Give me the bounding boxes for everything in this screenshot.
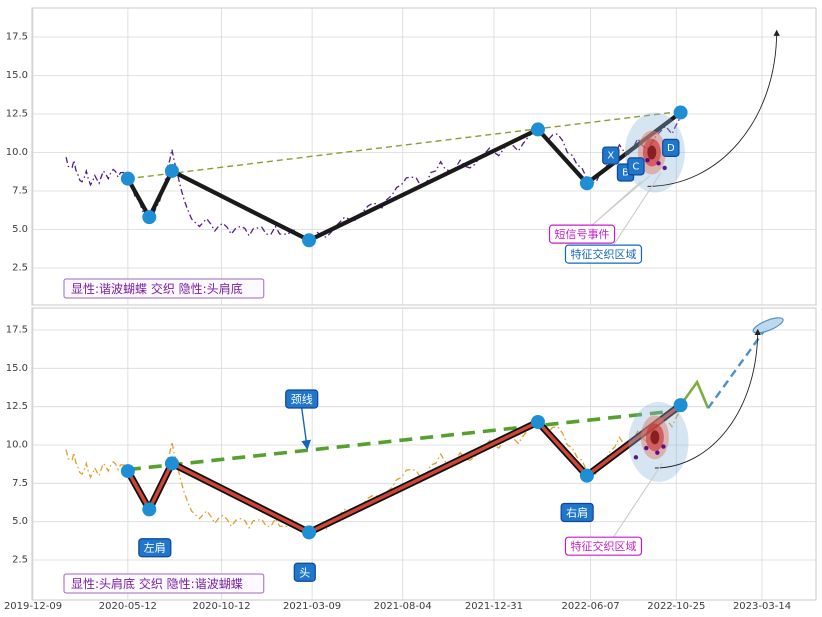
pattern-label: 右肩: [560, 502, 594, 523]
annotation-blue: 特征交织区域: [564, 244, 643, 264]
annotation-magenta: 短信号事件: [548, 224, 616, 244]
scatter-dot: [656, 161, 661, 166]
label-box: [627, 157, 645, 176]
caption-box: [63, 278, 265, 299]
highlight-red-core: [650, 430, 660, 445]
projection-zigzag: [679, 379, 710, 409]
y-tick-label: 5.0: [12, 516, 28, 527]
label-text: X: [607, 151, 614, 162]
caption-box: [63, 573, 265, 594]
pattern-point: [142, 502, 157, 517]
scatter-dot: [645, 158, 650, 163]
x-axis-labels: 2019-12-09 2020-05-12 2020-10-12 2021-03-09…: [4, 601, 791, 612]
price-line: [65, 112, 684, 241]
pattern-label: 头: [293, 562, 316, 582]
trajectory-arrow: [647, 29, 780, 187]
caption-text: 显性:头肩底 交织 隐性:谐波蝴蝶: [71, 576, 243, 591]
trajectory-arrow: [654, 328, 761, 469]
x-tick-label: 2022-10-25: [647, 601, 705, 612]
trendline: [127, 110, 685, 180]
x-tick-label: 2020-10-12: [192, 601, 250, 612]
label-text: 特征交织区域: [570, 247, 636, 261]
label-text: 短信号事件: [555, 227, 610, 241]
point-label-D: D: [662, 138, 680, 157]
point-label-X: X: [602, 146, 620, 165]
y-tick-label: 17.5: [6, 32, 28, 43]
caption-top: 显性:谐波蝴蝶 交织 隐性:头肩底: [63, 278, 265, 299]
label-box: [138, 538, 172, 558]
scatter-dot: [661, 444, 666, 449]
caption-text: 显性:谐波蝴蝶 交织 隐性:头肩底: [71, 281, 243, 296]
label-text: C: [632, 161, 639, 172]
pattern-point: [302, 525, 317, 540]
scatter-dot: [662, 165, 667, 171]
label-box: [564, 244, 643, 264]
label-box: [662, 138, 680, 157]
y-tick-label: 2.5: [12, 555, 28, 566]
neckline-arrow: [301, 407, 312, 451]
scatter-dot: [655, 450, 660, 455]
y-tick-label: 7.5: [12, 186, 28, 197]
x-tick-label: 2023-03-14: [733, 601, 791, 612]
pattern-point: [530, 415, 545, 429]
pattern-point: [530, 122, 545, 137]
neckline-label: 颈线: [285, 389, 319, 409]
y-tick-label: 12.5: [6, 401, 28, 412]
scatter-dot: [633, 455, 639, 460]
label-box: [548, 224, 616, 244]
x-tick-label: 2022-06-07: [562, 601, 620, 612]
y-tick-label: 7.5: [12, 478, 28, 489]
y-tick-label: 10.0: [6, 440, 28, 451]
label-text: 头: [299, 566, 310, 579]
y-tick-label: 17.5: [6, 325, 28, 336]
panel-border: [31, 7, 817, 306]
x-tick-label: 2021-08-04: [374, 601, 432, 612]
label-text: 左肩: [144, 541, 166, 555]
pattern-point: [673, 105, 688, 120]
caption-bottom: 显性:头肩底 交织 隐性:谐波蝴蝶: [63, 573, 265, 594]
neckline: [127, 407, 687, 472]
annotation-magenta: 特征交织区域: [564, 536, 643, 556]
pattern-point: [673, 398, 688, 413]
y-tick-label: 10.0: [6, 147, 28, 158]
pattern-point: [302, 233, 317, 248]
scatter-dot: [644, 445, 649, 451]
annotation-connector: [591, 175, 651, 226]
x-tick-label: 2020-05-12: [99, 601, 157, 612]
pattern-point: [120, 464, 135, 479]
point-label-C: C: [627, 157, 645, 176]
pattern-label: 左肩: [138, 538, 172, 558]
label-box: [560, 502, 594, 523]
x-tick-label: 2021-03-09: [283, 601, 341, 612]
label-text: D: [667, 143, 675, 154]
y-tick-label: 15.0: [6, 70, 28, 81]
highlight-red-core: [647, 145, 657, 160]
annotation-connector: [613, 463, 663, 538]
pattern-point: [120, 171, 135, 186]
label-text: 颈线: [291, 392, 313, 406]
label-text: B: [622, 168, 629, 179]
pattern-point: [164, 163, 179, 178]
pattern-point: [164, 456, 179, 471]
label-box: [285, 389, 319, 409]
label-text: 特征交织区域: [570, 539, 636, 553]
x-tick-label: 2019-12-09: [4, 601, 62, 612]
y-tick-label: 15.0: [6, 363, 28, 374]
y-tick-label: 2.5: [12, 263, 28, 274]
annotation-connector: [613, 172, 662, 246]
y-tick-label: 12.5: [6, 109, 28, 120]
label-box: [293, 562, 316, 582]
label-text: 右肩: [566, 505, 588, 519]
x-tick-label: 2021-12-31: [465, 601, 523, 612]
y-tick-label: 5.0: [12, 224, 28, 235]
pattern-point: [142, 210, 157, 225]
label-box: [564, 536, 643, 556]
label-box: [602, 146, 620, 165]
pattern-point: [579, 468, 594, 483]
pattern-point: [579, 176, 594, 191]
